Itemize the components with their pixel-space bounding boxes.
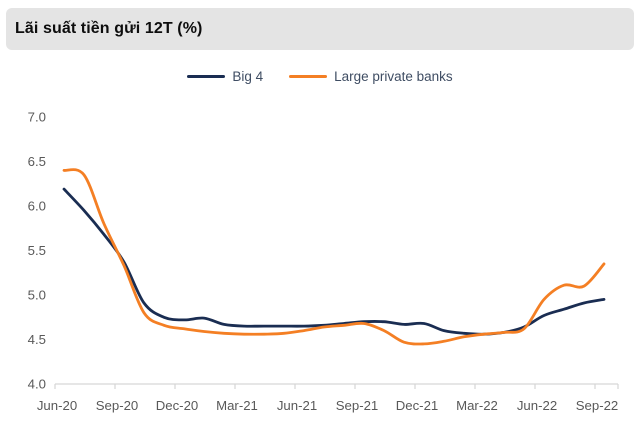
y-tick-label: 7.0 [28,110,46,125]
chart-title: Lãi suất tiền gửi 12T (%) [15,20,203,37]
x-tick-label: Jun-22 [517,398,557,413]
legend-item-large-private-banks: Large private banks [289,69,453,84]
x-axis [54,383,619,389]
y-tick-label: 5.5 [28,243,46,258]
legend-label-big4: Big 4 [232,68,264,84]
y-tick-label: 6.0 [28,199,46,214]
legend-label-large-private-banks: Large private banks [334,68,453,84]
x-tick-label: Sep-21 [336,398,379,413]
line-chart-plot-area: 4.0 4.5 5.0 5.5 6.0 6.5 7.0 Jun-20 Sep-20 Dec-20 M… [28,110,619,413]
x-tick-label: Mar-21 [216,398,258,413]
series-line-large-private-banks [62,168,606,346]
x-tick-label: Sep-20 [96,398,139,413]
series-line-big-4 [62,187,606,336]
x-tick-label: Dec-20 [156,398,199,413]
legend-item-big4: Big 4 [187,69,263,84]
x-tick-label: Jun-20 [37,398,77,413]
large-private-banks-line-swatch-icon [289,74,328,78]
chart-legend: Big 4 Large private banks [0,66,640,86]
y-tick-label: 5.0 [28,288,46,303]
y-tick-label: 6.5 [28,154,46,169]
y-tick-label: 4.0 [28,377,46,392]
x-tick-label: Dec-21 [396,398,439,413]
chart-title-bar: Lãi suất tiền gửi 12T (%) [6,8,634,50]
x-tick-label: Sep-22 [576,398,619,413]
y-tick-label: 4.5 [28,332,46,347]
x-tick-label: Jun-21 [277,398,317,413]
big4-line-swatch-icon [187,74,226,78]
x-tick-label: Mar-22 [456,398,498,413]
